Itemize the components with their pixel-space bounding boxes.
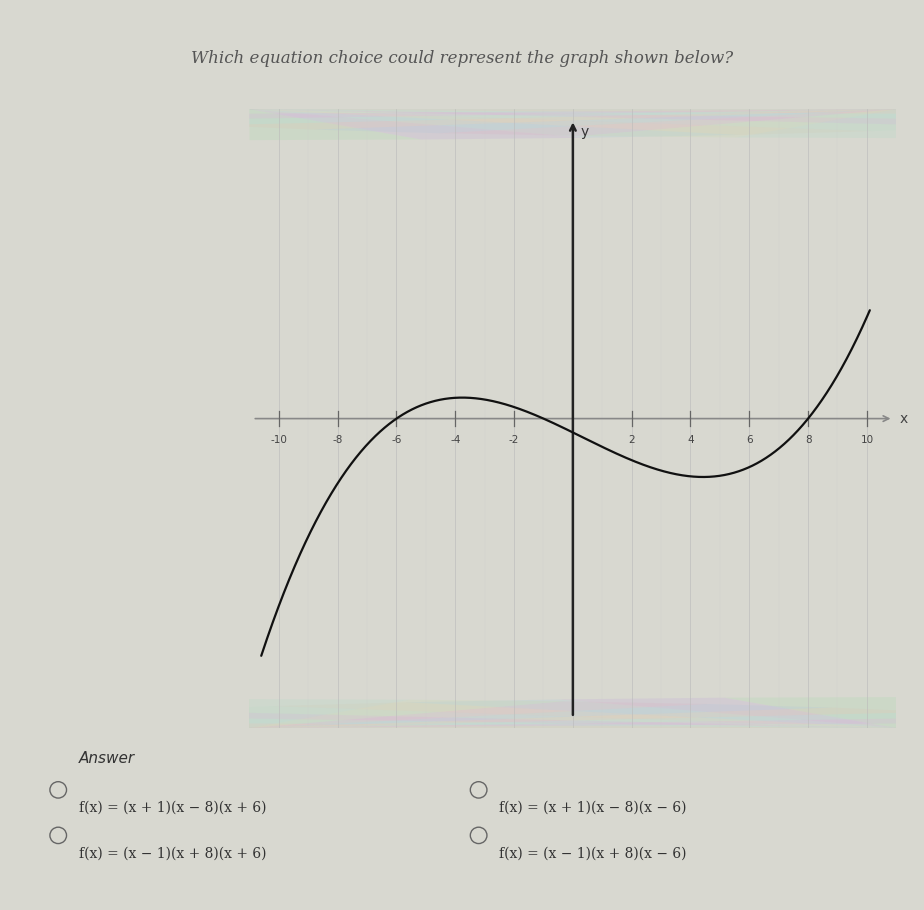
Polygon shape	[73, 109, 896, 115]
Text: 8: 8	[805, 435, 811, 445]
Text: f(x) = (x − 1)(x + 8)(x − 6): f(x) = (x − 1)(x + 8)(x − 6)	[499, 846, 687, 860]
Polygon shape	[212, 109, 896, 129]
Text: Which equation choice could represent the graph shown below?: Which equation choice could represent th…	[191, 50, 733, 67]
Text: -10: -10	[271, 435, 287, 445]
Polygon shape	[249, 109, 924, 116]
Text: -2: -2	[509, 435, 519, 445]
Polygon shape	[896, 109, 924, 137]
Polygon shape	[0, 712, 249, 728]
Polygon shape	[249, 109, 924, 131]
Text: f(x) = (x − 1)(x + 8)(x + 6): f(x) = (x − 1)(x + 8)(x + 6)	[79, 846, 266, 860]
Text: 10: 10	[860, 435, 873, 445]
Polygon shape	[724, 728, 896, 759]
Polygon shape	[249, 699, 410, 728]
Polygon shape	[249, 109, 587, 139]
Polygon shape	[249, 92, 924, 109]
Polygon shape	[559, 698, 896, 728]
Text: Answer: Answer	[79, 751, 135, 765]
Polygon shape	[14, 728, 896, 734]
Polygon shape	[0, 717, 249, 728]
Polygon shape	[249, 708, 924, 728]
Polygon shape	[407, 728, 896, 756]
Polygon shape	[314, 109, 896, 133]
Polygon shape	[0, 708, 249, 728]
Polygon shape	[896, 109, 924, 120]
Polygon shape	[273, 703, 896, 728]
Polygon shape	[249, 97, 924, 109]
Text: 4: 4	[687, 435, 694, 445]
Polygon shape	[249, 79, 587, 109]
Polygon shape	[273, 728, 896, 753]
Polygon shape	[724, 697, 896, 728]
Polygon shape	[31, 716, 896, 728]
Text: -8: -8	[333, 435, 343, 445]
Text: 6: 6	[746, 435, 752, 445]
Polygon shape	[249, 704, 832, 728]
Polygon shape	[81, 711, 896, 728]
Polygon shape	[0, 700, 249, 728]
Polygon shape	[89, 109, 896, 120]
Polygon shape	[896, 109, 924, 138]
Polygon shape	[896, 109, 924, 129]
Polygon shape	[249, 723, 924, 728]
Polygon shape	[896, 109, 924, 115]
Polygon shape	[89, 699, 249, 728]
Text: y: y	[580, 125, 589, 138]
Polygon shape	[581, 109, 896, 137]
Polygon shape	[249, 81, 739, 109]
Polygon shape	[249, 109, 924, 126]
Polygon shape	[249, 84, 873, 109]
Polygon shape	[249, 103, 924, 109]
Polygon shape	[407, 700, 896, 728]
Polygon shape	[14, 722, 896, 728]
Text: -4: -4	[450, 435, 460, 445]
Text: f(x) = (x + 1)(x − 8)(x + 6): f(x) = (x + 1)(x − 8)(x + 6)	[79, 801, 266, 814]
Polygon shape	[249, 87, 924, 109]
Polygon shape	[559, 728, 896, 758]
Text: x: x	[899, 411, 907, 426]
Text: 2: 2	[628, 435, 635, 445]
Polygon shape	[896, 109, 924, 133]
Polygon shape	[249, 702, 707, 728]
Polygon shape	[249, 700, 565, 728]
Polygon shape	[136, 109, 896, 126]
Polygon shape	[736, 109, 896, 138]
Polygon shape	[163, 706, 896, 728]
Polygon shape	[249, 109, 421, 140]
Polygon shape	[249, 109, 739, 137]
Text: -6: -6	[391, 435, 402, 445]
Polygon shape	[31, 728, 896, 740]
Polygon shape	[249, 712, 924, 728]
Polygon shape	[81, 728, 896, 745]
Polygon shape	[163, 728, 896, 750]
Polygon shape	[249, 109, 873, 135]
Polygon shape	[249, 78, 421, 109]
Polygon shape	[0, 704, 249, 728]
Polygon shape	[439, 109, 896, 136]
Polygon shape	[896, 109, 924, 136]
Text: f(x) = (x + 1)(x − 8)(x − 6): f(x) = (x + 1)(x − 8)(x − 6)	[499, 801, 687, 814]
Polygon shape	[249, 717, 924, 728]
Polygon shape	[0, 723, 249, 728]
Polygon shape	[249, 109, 924, 121]
Polygon shape	[896, 109, 924, 126]
Polygon shape	[0, 702, 249, 728]
